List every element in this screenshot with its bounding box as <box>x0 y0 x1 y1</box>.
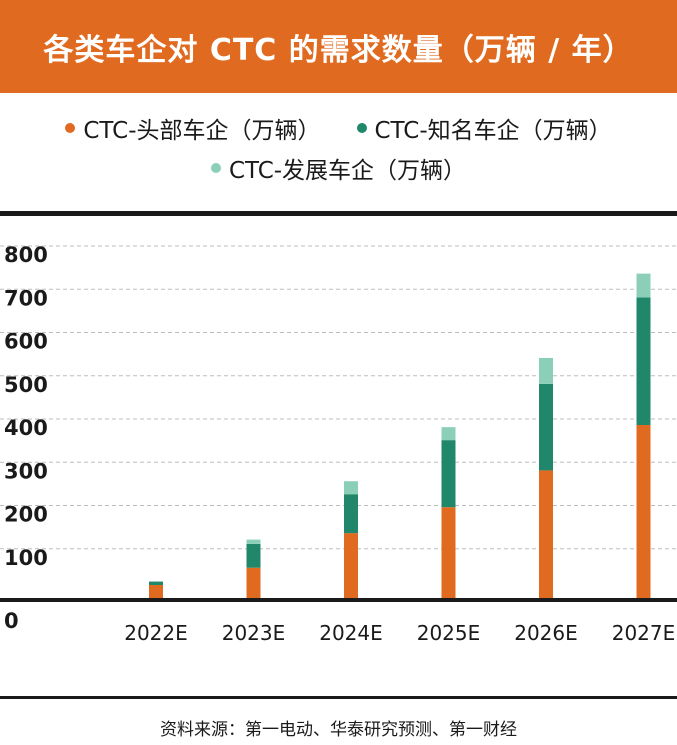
bar-2025E-series-2 <box>441 427 456 441</box>
x-tick-label: 2027E <box>612 621 676 645</box>
y-tick-label: 600 <box>4 330 48 354</box>
y-tick-label: 300 <box>4 459 48 483</box>
bar-2024E-series-2 <box>344 481 358 495</box>
bar-2024E-series-0 <box>344 533 358 598</box>
legend-row-2: CTC-发展车企（万辆） <box>0 148 677 188</box>
bar-2023E-series-2 <box>246 539 261 544</box>
legend-item-head: CTC-头部车企（万辆） <box>65 111 321 145</box>
legend-item-developing: CTC-发展车企（万辆） <box>210 151 467 185</box>
legend-dot-icon <box>65 123 76 133</box>
bar-2027E-series-1 <box>636 297 651 425</box>
bar-2022E-series-1 <box>149 581 163 586</box>
legend-dot-icon <box>356 123 367 133</box>
bar-2025E-series-0 <box>441 507 456 598</box>
source-note: 资料来源：第一电动、华泰研究预测、第一财经 <box>160 720 517 740</box>
legend-label: CTC-发展车企（万辆） <box>228 158 467 184</box>
baseline <box>0 598 677 602</box>
bar-2026E-series-0 <box>539 470 553 598</box>
bar-2023E-series-1 <box>246 543 261 568</box>
x-tick-label: 2023E <box>222 621 286 645</box>
bar-2027E-series-0 <box>636 425 651 598</box>
bar-2026E-series-1 <box>539 383 553 471</box>
bar-2025E-series-1 <box>441 440 456 508</box>
x-tick-label: 2026E <box>514 621 578 645</box>
bar-2024E-series-1 <box>344 494 358 534</box>
x-tick-label: 2022E <box>124 621 188 645</box>
bottom-rule <box>0 696 677 699</box>
bar-2026E-series-2 <box>539 357 553 384</box>
y-tick-label: 100 <box>4 546 48 570</box>
y-tick-label: 400 <box>4 416 48 440</box>
legend-label: CTC-知名车企（万辆） <box>374 118 612 144</box>
legend-row-1: CTC-头部车企（万辆） CTC-知名车企（万辆） <box>0 108 677 148</box>
y-tick-label: 500 <box>4 373 48 397</box>
top-rule <box>0 211 677 216</box>
bar-2023E-series-0 <box>246 567 261 598</box>
x-tick-label: 2024E <box>319 621 383 645</box>
legend: CTC-头部车企（万辆） CTC-知名车企（万辆） CTC-发展车企（万辆） <box>0 108 677 188</box>
legend-dot-icon <box>210 163 221 173</box>
y-tick-label: 700 <box>4 286 48 310</box>
legend-label: CTC-头部车企（万辆） <box>83 118 321 144</box>
y-tick-label: 200 <box>4 503 48 527</box>
y-tick-label: 800 <box>4 243 48 267</box>
bar-2027E-series-2 <box>636 273 651 298</box>
bar-2022E-series-0 <box>149 585 163 598</box>
y-tick-label: 0 <box>4 609 19 633</box>
chart-title: 各类车企对 CTC 的需求数量（万辆 / 年） <box>0 0 677 93</box>
stacked-bar-chart: 0 100 200 300 400 500 600 700 800 2022E 2023E 2024E… <box>0 211 677 699</box>
x-tick-label: 2025E <box>417 621 481 645</box>
legend-item-known: CTC-知名车企（万辆） <box>356 111 612 145</box>
